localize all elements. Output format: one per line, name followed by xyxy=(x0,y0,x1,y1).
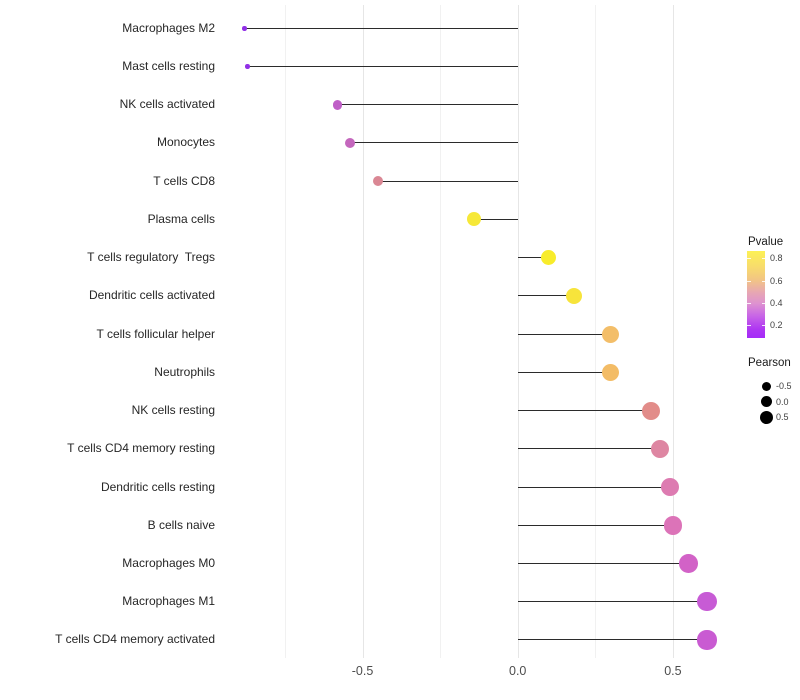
lollipop-stem xyxy=(378,180,518,182)
data-point-dot xyxy=(679,554,698,573)
category-label: T cells CD4 memory activated xyxy=(55,632,215,647)
category-label: Monocytes xyxy=(156,135,215,150)
pvalue-tick-label: 0.4 xyxy=(770,298,783,309)
cbar-tick-left xyxy=(747,303,751,305)
pvalue-tick-label: 0.8 xyxy=(770,253,783,264)
data-point-dot xyxy=(332,100,343,110)
data-point-dot xyxy=(372,175,384,187)
pvalue-tick-label: 0.6 xyxy=(770,275,783,286)
pvalue-colorbar xyxy=(747,251,765,338)
category-label: T cells regulatory Tregs xyxy=(87,250,215,265)
data-point-dot xyxy=(242,26,247,31)
category-label: NK cells activated xyxy=(119,97,215,112)
minor-gridline xyxy=(595,5,597,658)
pearson-legend-label: 0.5 xyxy=(776,412,789,423)
lollipop-stem xyxy=(247,66,518,68)
x-tick-label: -0.5 xyxy=(351,664,374,678)
major-gridline xyxy=(362,5,364,658)
minor-gridline xyxy=(440,5,442,658)
lollipop-stem xyxy=(517,257,549,259)
category-label: Macrophages M1 xyxy=(122,594,215,609)
data-point-dot xyxy=(663,516,683,535)
category-label: Dendritic cells resting xyxy=(100,479,215,494)
category-label: Macrophages M2 xyxy=(122,20,215,35)
major-gridline xyxy=(517,5,519,658)
category-label: Plasma cells xyxy=(147,211,215,226)
lollipop-stem xyxy=(517,333,611,335)
lollipop-stem xyxy=(517,601,708,603)
lollipop-stem xyxy=(350,142,518,144)
data-point-dot xyxy=(565,287,582,304)
x-tick-label: 0.5 xyxy=(664,664,682,678)
lollipop-stem xyxy=(517,448,661,450)
lollipop-stem xyxy=(517,371,611,373)
cbar-tick-left xyxy=(747,258,751,260)
lollipop-stem xyxy=(517,524,673,526)
category-label: NK cells resting xyxy=(131,403,215,418)
category-label: Macrophages M0 xyxy=(122,556,215,571)
data-point-dot xyxy=(540,249,557,266)
lollipop-stem xyxy=(474,218,518,220)
lollipop-stem xyxy=(517,295,574,297)
minor-gridline xyxy=(284,5,286,658)
lollipop-stem xyxy=(517,410,652,412)
category-label: T cells CD8 xyxy=(153,173,215,188)
cbar-tick-left xyxy=(747,280,751,282)
data-point-dot xyxy=(642,401,661,420)
cbar-tick-right xyxy=(761,303,766,305)
category-label: Neutrophils xyxy=(154,364,215,379)
lollipop-stem xyxy=(517,563,689,565)
pearson-legend-label: -0.5 xyxy=(776,381,792,391)
pearson-legend-dot xyxy=(759,410,774,425)
data-point-dot xyxy=(345,137,356,148)
cbar-tick-right xyxy=(761,258,766,260)
data-point-dot xyxy=(651,439,670,458)
data-point-dot xyxy=(467,212,482,227)
data-point-dot xyxy=(697,592,717,612)
major-gridline xyxy=(672,5,674,658)
category-label: Dendritic cells activated xyxy=(88,288,215,303)
category-label: Mast cells resting xyxy=(122,59,215,74)
data-point-dot xyxy=(602,363,620,381)
category-label: T cells CD4 memory resting xyxy=(67,441,215,456)
lollipop-stem xyxy=(244,27,518,29)
lollipop-stem xyxy=(337,104,518,106)
pearson-legend-dot xyxy=(762,381,772,391)
lollipop-stem xyxy=(517,486,670,488)
pearson-legend-title: Pearson xyxy=(748,357,791,369)
pvalue-legend-title: Pvalue xyxy=(748,236,784,248)
pearson-legend-label: 0.0 xyxy=(776,396,789,407)
category-label: B cells naive xyxy=(147,517,215,532)
cbar-tick-left xyxy=(747,325,751,326)
x-tick-label: 0.0 xyxy=(508,664,527,678)
category-label: T cells follicular helper xyxy=(96,326,216,341)
data-point-dot xyxy=(602,325,620,343)
cbar-tick-right xyxy=(761,280,766,282)
cbar-tick-right xyxy=(761,325,766,326)
pearson-legend-dot xyxy=(760,395,773,408)
lollipop-stem xyxy=(517,639,708,641)
data-point-dot xyxy=(245,64,250,69)
data-point-dot xyxy=(660,477,679,497)
data-point-dot xyxy=(697,630,717,650)
pvalue-tick-label: 0.2 xyxy=(770,320,783,330)
